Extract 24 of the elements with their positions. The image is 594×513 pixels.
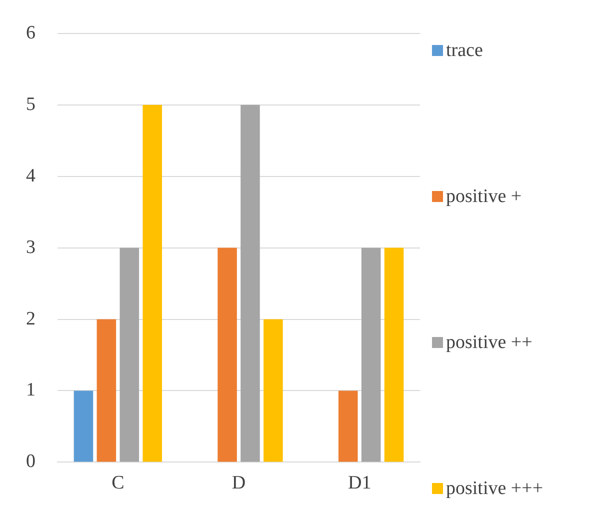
x-tick-label: C bbox=[112, 472, 124, 494]
y-tick-label: 4 bbox=[26, 165, 36, 186]
y-tick-label: 6 bbox=[26, 22, 36, 44]
bar bbox=[240, 104, 260, 462]
x-tick-label: D bbox=[232, 472, 246, 494]
legend-label: positive + bbox=[446, 186, 522, 208]
x-tick-label: D1 bbox=[348, 472, 372, 494]
bar bbox=[142, 104, 162, 462]
bar bbox=[218, 248, 237, 462]
y-tick-label: 0 bbox=[26, 451, 36, 472]
bar bbox=[361, 248, 381, 462]
legend-label: positive +++ bbox=[446, 478, 544, 500]
y-tick-label: 3 bbox=[26, 236, 36, 258]
legend-label: trace bbox=[446, 40, 483, 62]
bar bbox=[338, 390, 358, 462]
bar bbox=[264, 319, 283, 462]
bar bbox=[96, 319, 116, 462]
y-tick-label: 1 bbox=[26, 380, 36, 401]
y-tick-label: 2 bbox=[26, 308, 36, 330]
legend-label: positive ++ bbox=[446, 332, 532, 354]
bar bbox=[120, 248, 140, 462]
bar bbox=[384, 248, 404, 462]
y-tick-label: 5 bbox=[26, 94, 36, 115]
bar bbox=[74, 390, 94, 462]
